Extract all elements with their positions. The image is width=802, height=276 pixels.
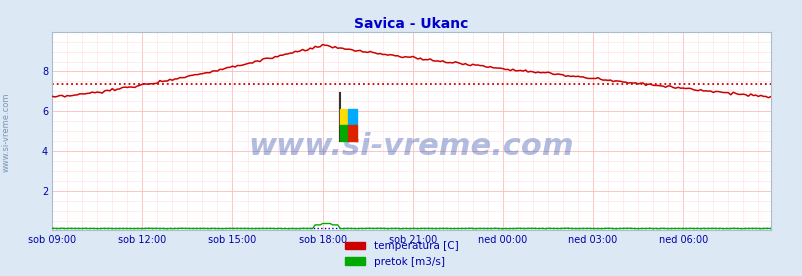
Bar (348, 125, 356, 141)
Bar (339, 125, 348, 141)
Bar (339, 109, 348, 125)
Text: www.si-vreme.com: www.si-vreme.com (249, 132, 573, 161)
Bar (348, 109, 356, 125)
Title: Savica - Ukanc: Savica - Ukanc (354, 17, 468, 31)
Text: www.si-vreme.com: www.si-vreme.com (2, 93, 11, 172)
Legend: temperatura [C], pretok [m3/s]: temperatura [C], pretok [m3/s] (340, 237, 462, 271)
